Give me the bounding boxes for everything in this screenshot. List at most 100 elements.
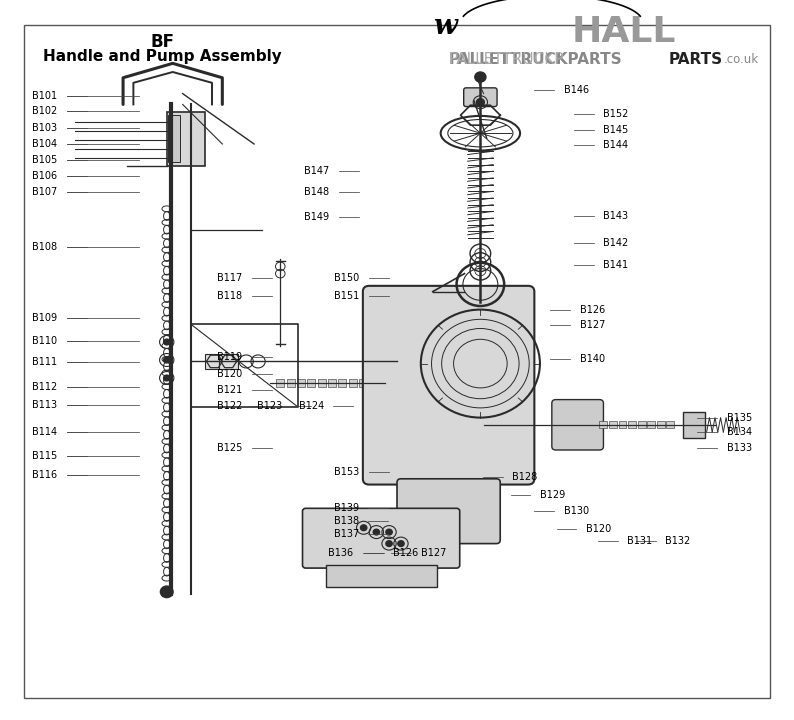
Text: B147: B147 xyxy=(304,166,330,176)
Text: B128: B128 xyxy=(512,472,538,482)
Bar xyxy=(338,379,346,387)
Circle shape xyxy=(386,541,392,546)
Text: B101: B101 xyxy=(32,91,57,101)
Text: B127: B127 xyxy=(580,320,605,330)
Text: B149: B149 xyxy=(304,212,330,222)
Text: Handle and Pump Assembly: Handle and Pump Assembly xyxy=(44,49,282,63)
Text: B143: B143 xyxy=(603,211,629,221)
Bar xyxy=(297,379,305,387)
Text: B140: B140 xyxy=(580,354,605,364)
Text: B131: B131 xyxy=(627,536,653,546)
Text: B102: B102 xyxy=(32,106,57,116)
FancyBboxPatch shape xyxy=(397,479,500,544)
Bar xyxy=(326,565,437,587)
Bar xyxy=(287,379,295,387)
Text: B104: B104 xyxy=(32,139,57,149)
Bar xyxy=(349,379,357,387)
Text: B105: B105 xyxy=(32,155,57,165)
Text: B148: B148 xyxy=(304,186,330,197)
Text: B117: B117 xyxy=(217,273,242,283)
Text: B129: B129 xyxy=(540,490,565,500)
Circle shape xyxy=(398,541,404,546)
Text: B110: B110 xyxy=(32,336,57,346)
Circle shape xyxy=(373,529,380,535)
Text: B122: B122 xyxy=(217,401,242,411)
Bar xyxy=(609,421,617,428)
Text: B121: B121 xyxy=(217,384,242,395)
Text: BF: BF xyxy=(151,33,175,51)
Text: w: w xyxy=(433,13,457,40)
Text: .co.uk: .co.uk xyxy=(724,53,759,66)
Text: B133: B133 xyxy=(727,443,752,453)
Bar xyxy=(307,379,315,387)
Bar xyxy=(167,112,205,166)
Text: B114: B114 xyxy=(32,427,57,437)
Text: B152: B152 xyxy=(603,109,629,120)
Circle shape xyxy=(164,375,170,381)
Bar xyxy=(328,379,336,387)
Text: B137: B137 xyxy=(333,529,359,539)
Bar xyxy=(205,354,224,369)
Circle shape xyxy=(386,529,392,535)
Bar xyxy=(683,412,705,438)
Circle shape xyxy=(475,72,486,82)
Text: B126: B126 xyxy=(580,305,605,315)
Bar xyxy=(628,421,636,428)
Circle shape xyxy=(476,99,484,106)
Text: B119: B119 xyxy=(217,352,242,362)
FancyBboxPatch shape xyxy=(363,286,534,485)
Text: B150: B150 xyxy=(334,273,360,283)
Bar xyxy=(276,379,284,387)
Text: B111: B111 xyxy=(32,357,57,367)
Bar xyxy=(359,379,367,387)
Text: B120: B120 xyxy=(217,369,242,379)
Text: B124: B124 xyxy=(299,401,324,411)
Text: B146: B146 xyxy=(564,85,589,95)
Text: B132: B132 xyxy=(665,536,691,546)
Text: B134: B134 xyxy=(727,427,752,437)
Text: PARTS: PARTS xyxy=(669,53,723,67)
Text: B106: B106 xyxy=(32,171,57,181)
Bar xyxy=(638,421,646,428)
Bar xyxy=(666,421,674,428)
Text: B125: B125 xyxy=(217,443,242,453)
Text: B120: B120 xyxy=(586,524,611,534)
Text: B144: B144 xyxy=(603,140,629,150)
Text: B108: B108 xyxy=(32,242,57,252)
Text: B141: B141 xyxy=(603,260,629,270)
Text: B153: B153 xyxy=(334,467,360,477)
Bar xyxy=(369,379,377,387)
Circle shape xyxy=(160,586,173,598)
Text: B115: B115 xyxy=(32,451,57,461)
Circle shape xyxy=(360,525,367,531)
Text: B109: B109 xyxy=(32,313,57,323)
Text: B151: B151 xyxy=(334,291,360,301)
FancyBboxPatch shape xyxy=(552,400,603,450)
Text: B142: B142 xyxy=(603,238,629,248)
FancyBboxPatch shape xyxy=(464,88,497,107)
Bar xyxy=(619,421,626,428)
Text: HALL: HALL xyxy=(572,15,676,50)
Bar xyxy=(219,354,238,369)
Text: B123: B123 xyxy=(256,401,282,411)
Text: B116: B116 xyxy=(32,470,57,480)
Text: B127: B127 xyxy=(421,548,446,558)
Bar xyxy=(657,421,665,428)
Bar xyxy=(318,379,326,387)
Text: B130: B130 xyxy=(564,506,589,516)
Text: PALLETTRUCKPARTS: PALLETTRUCKPARTS xyxy=(449,53,622,67)
Text: B118: B118 xyxy=(217,291,242,301)
Text: B113: B113 xyxy=(32,400,57,410)
Text: B139: B139 xyxy=(333,503,359,513)
Text: B145: B145 xyxy=(603,125,629,135)
Circle shape xyxy=(164,339,170,345)
Text: B136: B136 xyxy=(328,548,353,558)
FancyBboxPatch shape xyxy=(303,508,460,568)
Text: B112: B112 xyxy=(32,382,57,392)
Text: B126: B126 xyxy=(393,548,418,558)
Circle shape xyxy=(164,357,170,363)
Text: PALLETTRUCKP: PALLETTRUCKP xyxy=(449,53,564,67)
Bar xyxy=(599,421,607,428)
Text: B135: B135 xyxy=(727,413,752,423)
Bar xyxy=(168,115,180,162)
